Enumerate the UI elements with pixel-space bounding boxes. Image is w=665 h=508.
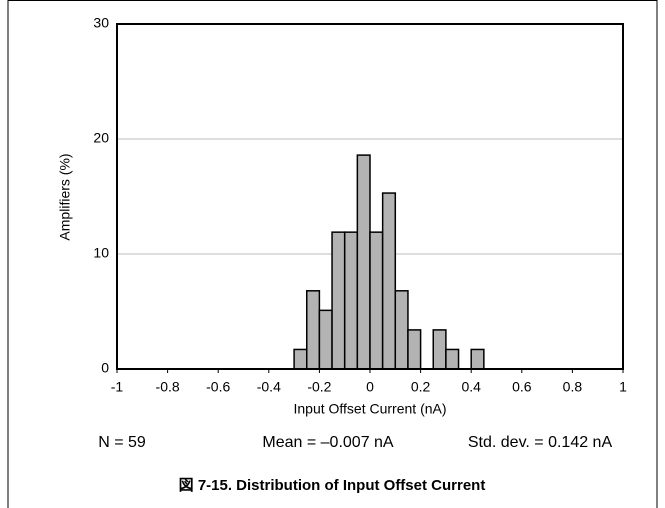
x-axis-label: Input Offset Current (nA) [293, 401, 446, 417]
bar [293, 348, 308, 370]
y-tick-label: 10 [93, 245, 109, 261]
bar [381, 192, 397, 370]
bar [470, 348, 485, 370]
bar [394, 290, 409, 370]
bar [343, 231, 359, 370]
x-tick-label: -0.8 [156, 379, 180, 395]
y-tick-label: 30 [93, 15, 109, 31]
y-tick-label: 20 [93, 130, 109, 146]
x-tick-label: 0 [366, 379, 374, 395]
x-tick-label: 0.4 [461, 379, 481, 395]
x-tick-label: 0.2 [411, 379, 431, 395]
bar [407, 329, 422, 370]
bar [432, 329, 447, 370]
bar [318, 309, 333, 370]
caption: 図 7-15. Distribution of Input Offset Cur… [179, 477, 486, 494]
bar [306, 290, 321, 370]
x-tick-label: -1 [111, 379, 124, 395]
bar [331, 231, 346, 370]
annotation: Mean = –0.007 nA [262, 434, 394, 451]
x-tick-label: -0.4 [257, 379, 281, 395]
x-tick-label: 1 [619, 379, 627, 395]
bar [356, 154, 371, 370]
x-tick-label: -0.2 [307, 379, 331, 395]
x-tick-label: 0.8 [563, 379, 583, 395]
plot-frame [116, 23, 624, 370]
y-tick-label: 0 [101, 360, 109, 376]
annotation: N = 59 [98, 434, 146, 451]
y-axis-label: Amplifiers (%) [57, 153, 73, 240]
x-tick-label: -0.6 [206, 379, 230, 395]
bar [445, 348, 460, 370]
annotation: Std. dev. = 0.142 nA [468, 434, 613, 451]
x-tick-label: 0.6 [512, 379, 532, 395]
bar [369, 231, 384, 370]
